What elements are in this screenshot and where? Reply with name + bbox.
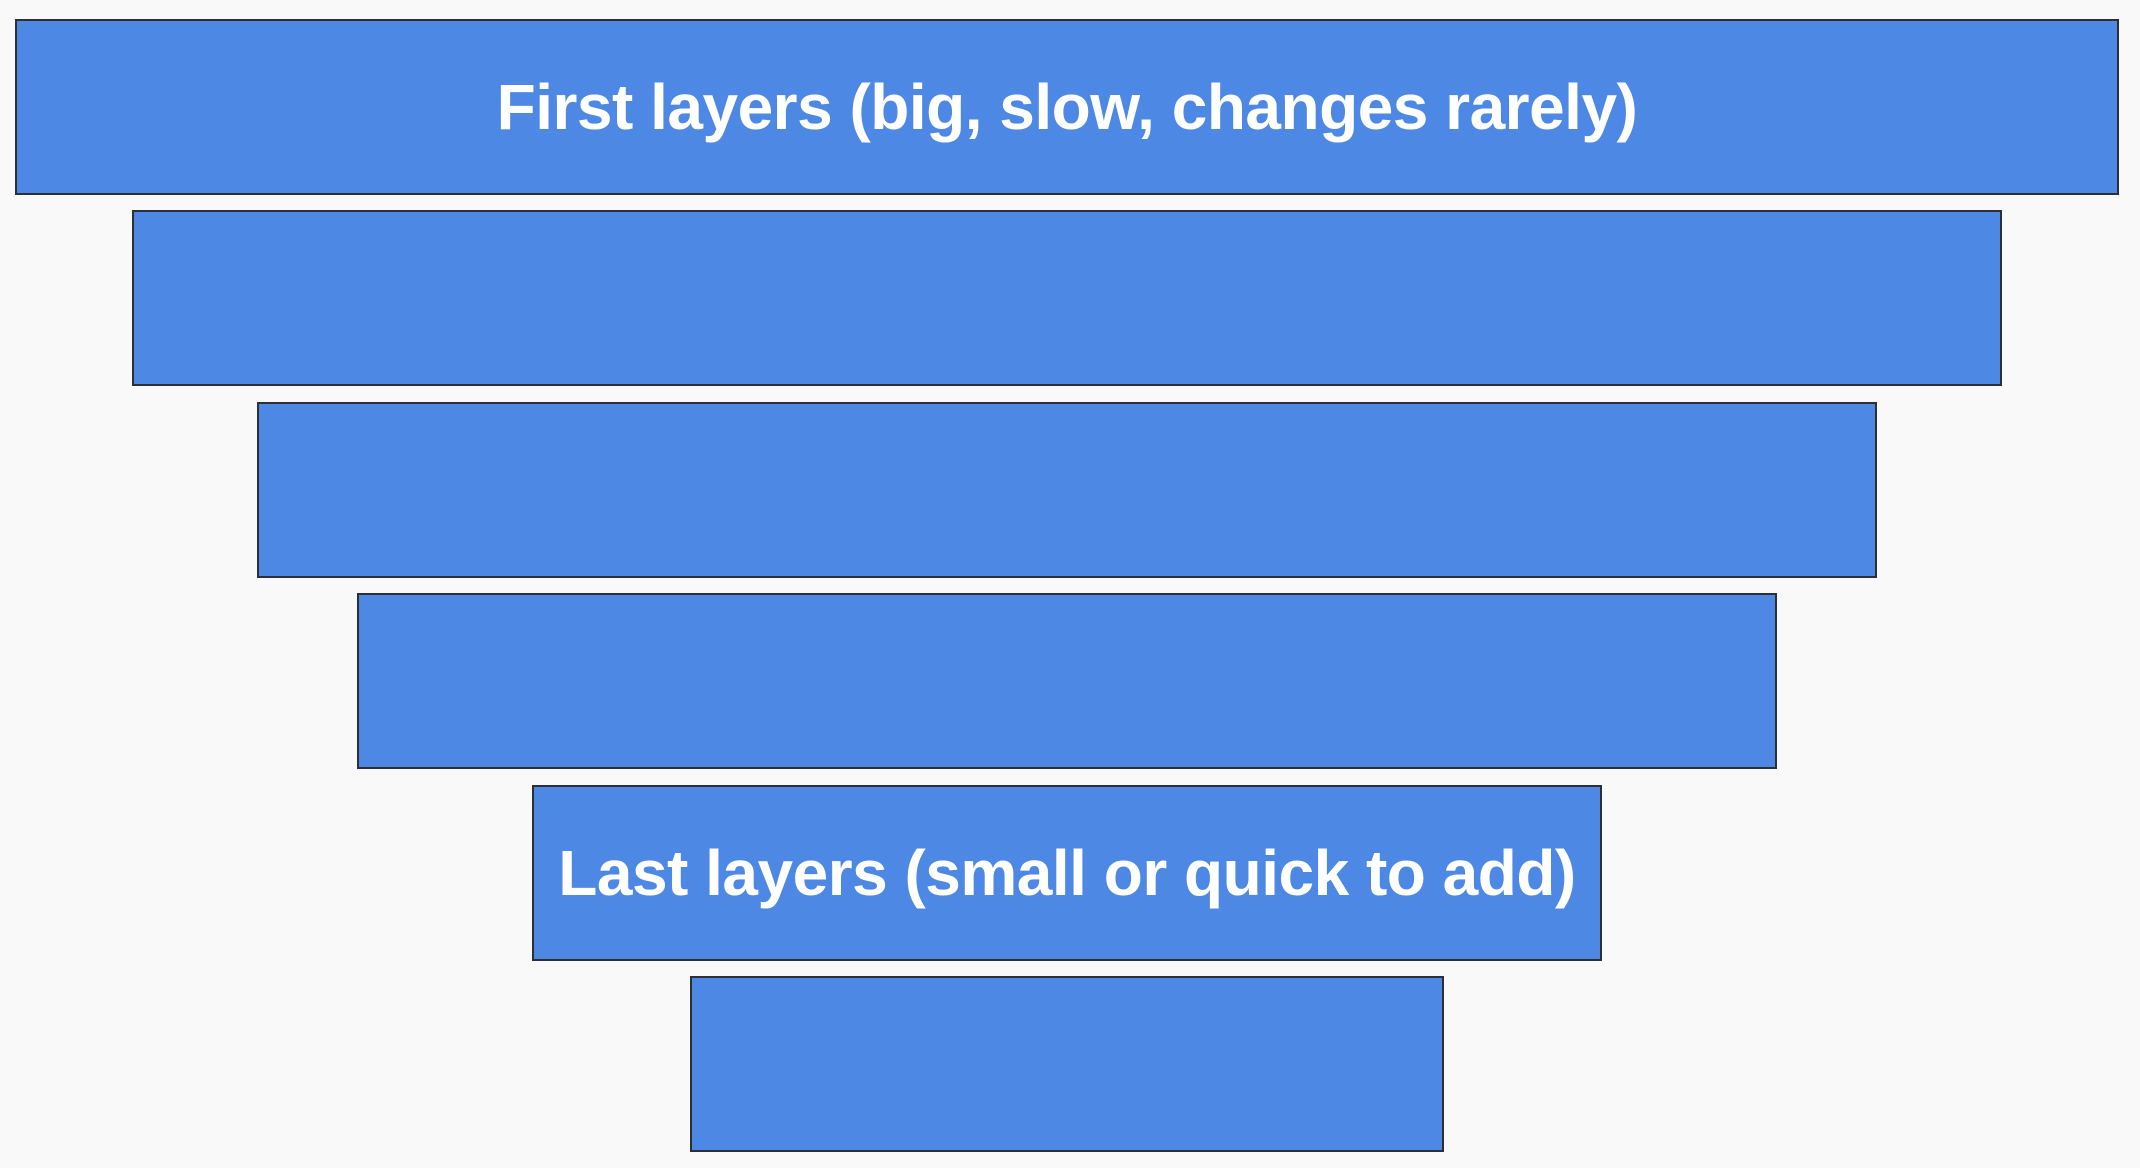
- layer-bar-6: [690, 976, 1444, 1152]
- layer-label-first-layers: First layers (big, slow, changes rarely): [496, 71, 1638, 143]
- layer-bar-4: [357, 593, 1777, 769]
- layer-bar-3: [257, 402, 1877, 578]
- layer-bar-1: First layers (big, slow, changes rarely): [15, 19, 2119, 195]
- layer-bar-2: [132, 210, 2002, 386]
- layer-bar-5: Last layers (small or quick to add): [532, 785, 1602, 961]
- layer-label-last-layers: Last layers (small or quick to add): [558, 837, 1576, 909]
